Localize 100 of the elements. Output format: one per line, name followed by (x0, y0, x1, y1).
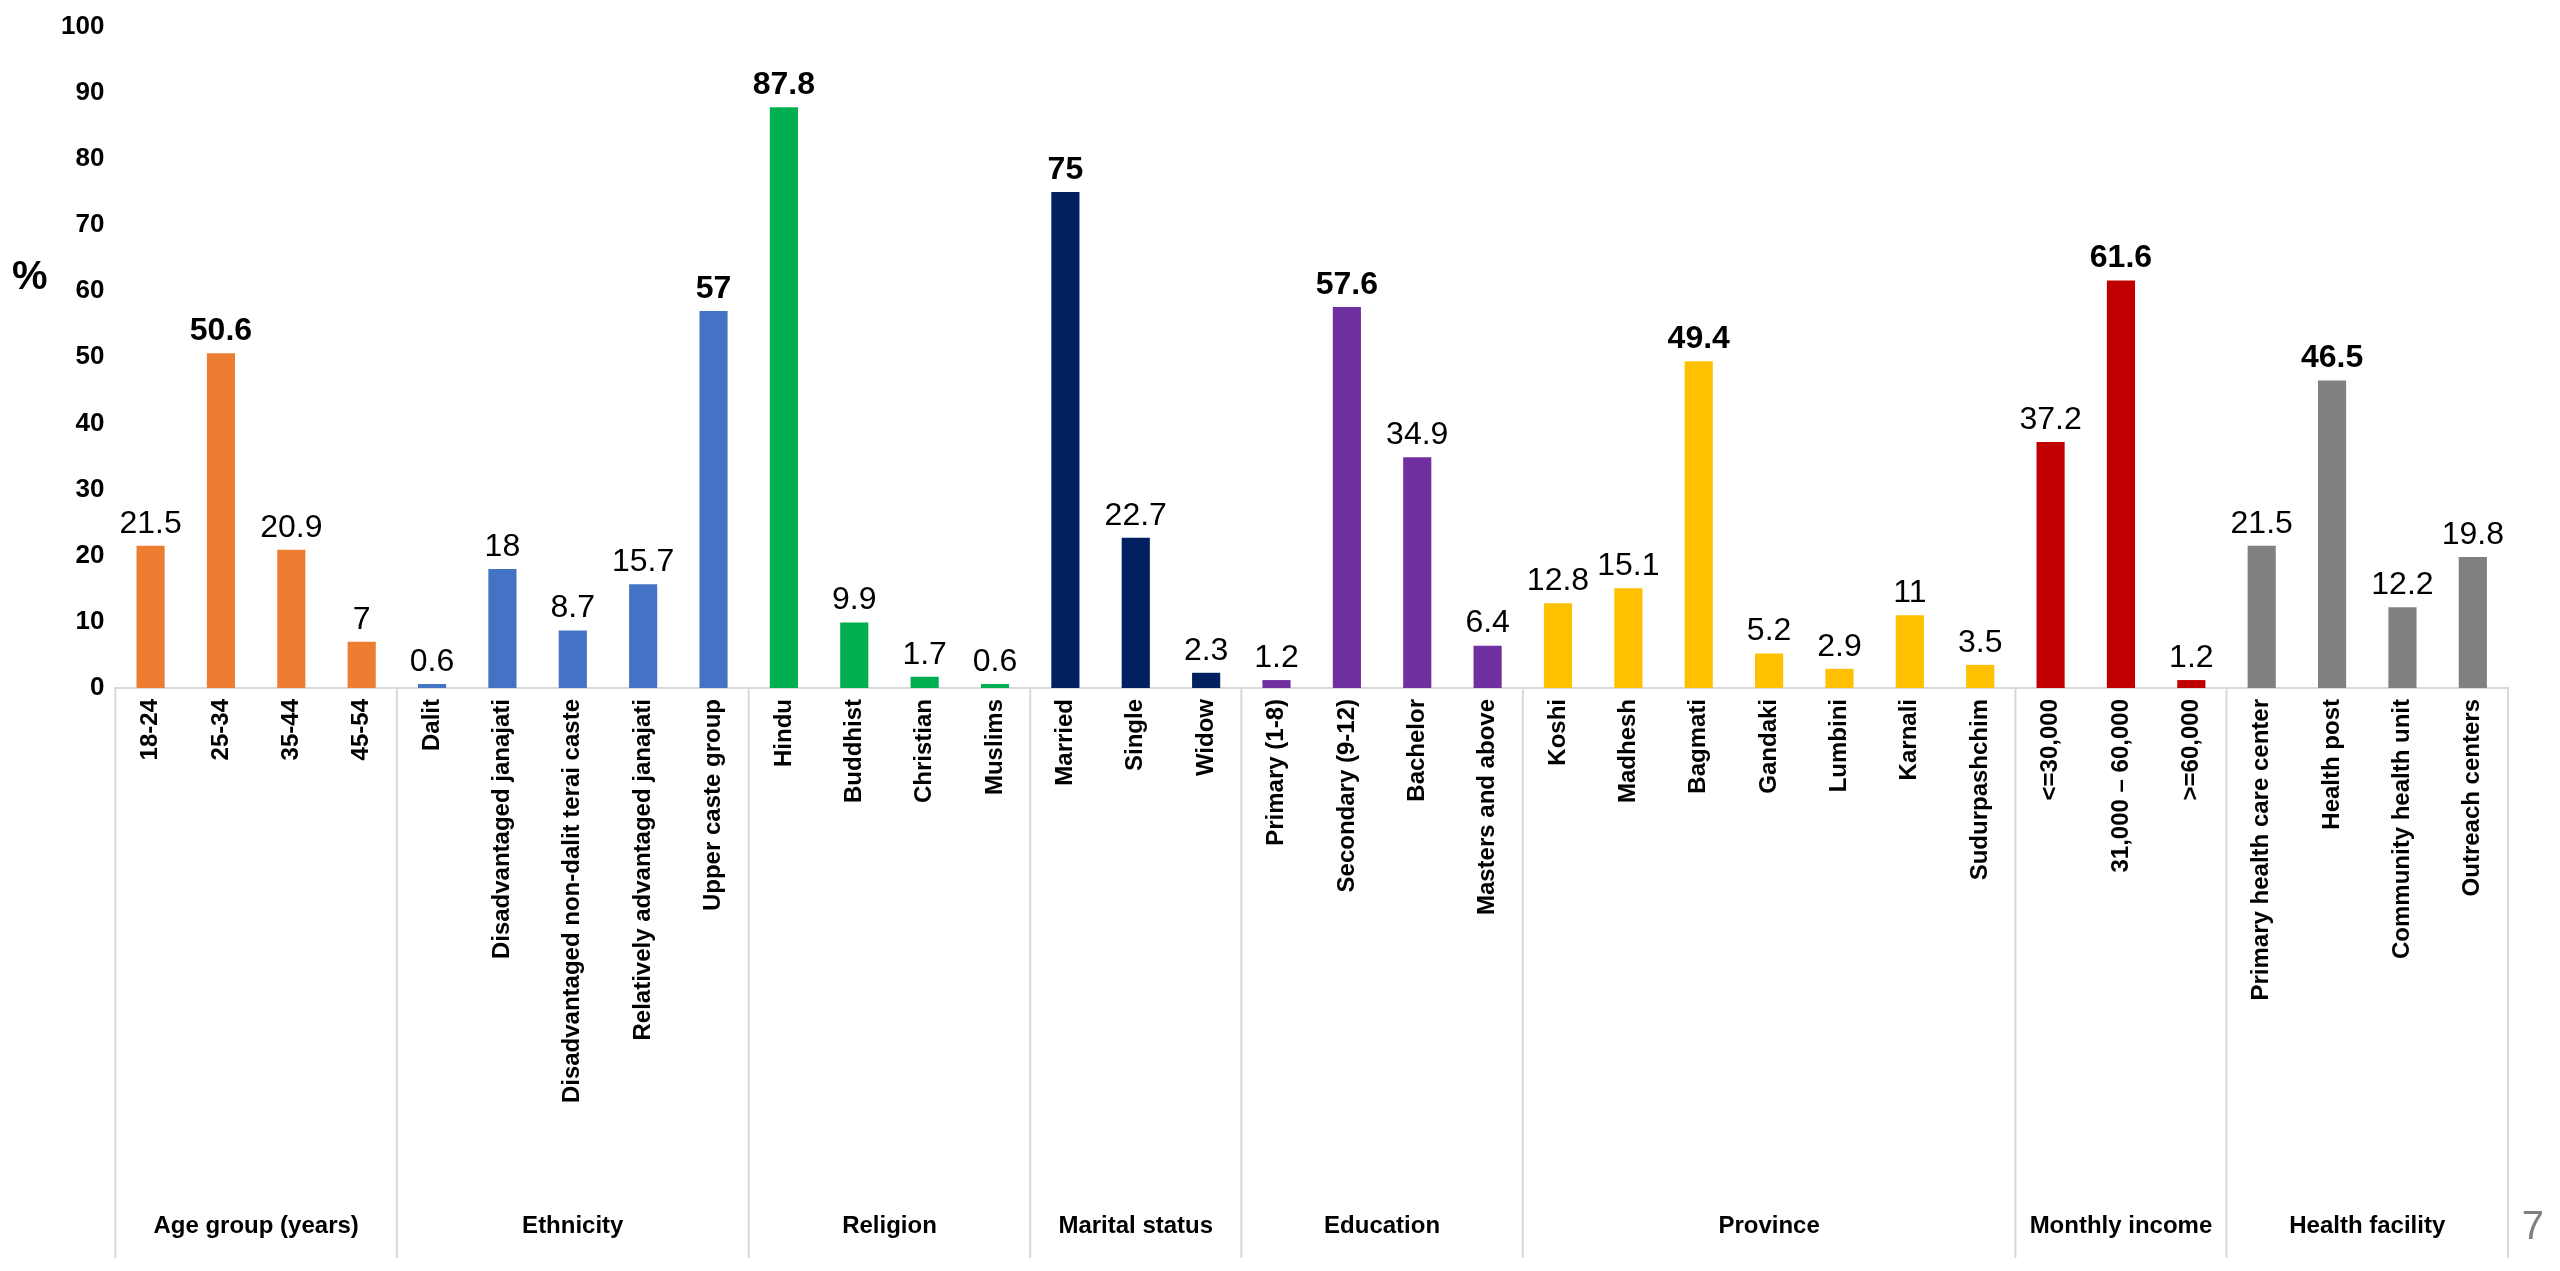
data-label: 75 (1047, 149, 1084, 186)
y-tick-label: 30 (75, 472, 105, 503)
x-tick-label: Bachelor (1401, 699, 1429, 802)
y-tick-label: 50 (75, 340, 105, 371)
text: Religion (842, 1210, 937, 1238)
data-label: 61.6 (2089, 238, 2153, 275)
bar (910, 676, 939, 688)
data-label: 34.9 (1386, 415, 1449, 451)
bar (1684, 361, 1713, 688)
x-tick-label: Primary (1-8) (1261, 699, 1289, 846)
x-tick-label: Disadvantaged non-dalit terai caste (557, 699, 585, 1104)
bar (2177, 680, 2206, 688)
bar (980, 684, 1010, 688)
data-label: 15.7 (612, 541, 675, 578)
x-tick-label: <=30,000 (2035, 699, 2063, 801)
data-label: 12.8 (1526, 561, 1590, 598)
data-label: 9.9 (832, 580, 877, 617)
data-label: 3.5 (1957, 622, 2003, 659)
data-label: 57 (695, 268, 732, 305)
data-label: 12.2 (2371, 565, 2434, 602)
y-tick-label: 0 (89, 671, 105, 702)
bar (840, 622, 869, 688)
x-tick-label: Masters and above (1472, 699, 1500, 916)
data-label: 2.3 (1183, 630, 1229, 667)
data-label: 49.4 (1667, 319, 1731, 356)
bar (206, 353, 236, 688)
data-label: 5.2 (1746, 611, 1792, 648)
x-tick-label: Buddhist (838, 699, 866, 803)
x-tick-label: Upper caste group (698, 699, 726, 912)
data-label: 18 (484, 526, 521, 563)
data-label: 15.1 (1597, 545, 1660, 582)
text: Marital status (1058, 1210, 1214, 1238)
x-tick-label: 25-34 (205, 698, 233, 761)
data-label: 1.7 (902, 634, 947, 671)
data-label: 50.6 (189, 311, 253, 348)
bar (2388, 607, 2417, 688)
x-tick-label: Christian (909, 699, 937, 804)
x-tick-label: Community health unit (2387, 699, 2415, 959)
bar (1332, 307, 1361, 688)
data-label: 22.7 (1104, 495, 1167, 532)
x-tick-label: Single (1120, 699, 1148, 772)
y-axis-title: % (12, 252, 48, 297)
bar (277, 549, 306, 688)
y-tick-label: 60 (75, 274, 105, 305)
bar (1192, 672, 1221, 688)
x-tick-label: Gandaki (1753, 699, 1781, 794)
x-tick-label: Widow (1190, 698, 1218, 777)
x-tick-label: Hindu (768, 699, 796, 767)
bar (699, 311, 728, 688)
bar (2458, 557, 2487, 688)
x-tick-label: Sudurpashchim (1964, 699, 1992, 881)
y-tick-label: 100 (60, 9, 105, 40)
x-tick-label: Primary health care center (2246, 699, 2274, 1001)
y-tick-label: 70 (75, 208, 105, 239)
data-label: 8.7 (550, 588, 596, 625)
data-label: 2.9 (1817, 626, 1862, 663)
data-label: 46.5 (2300, 338, 2364, 375)
data-label: 11 (1893, 573, 1927, 610)
text: Age group (years) (153, 1210, 359, 1238)
y-tick-label: 90 (75, 75, 105, 106)
x-tick-label: Madhesh (1612, 699, 1640, 804)
x-tick-label: Karnali (1894, 699, 1922, 781)
bar (347, 641, 376, 688)
x-tick-label: Bagmati (1683, 699, 1711, 794)
bar (2036, 441, 2065, 688)
x-tick-label: Secondary (9-12) (1331, 699, 1359, 893)
data-label: 0.6 (972, 641, 1018, 678)
bar (1262, 680, 1291, 688)
data-label: 0.6 (409, 641, 455, 678)
bar (1051, 191, 1080, 688)
y-tick-label: 80 (75, 142, 105, 173)
bar (2247, 545, 2276, 688)
data-label: 1.2 (1254, 637, 1299, 674)
data-label: 57.6 (1315, 264, 1379, 301)
x-tick-label: Relatively advantaged janajati (627, 699, 655, 1041)
bar (136, 545, 165, 688)
y-tick-label: 10 (75, 605, 105, 636)
text: Ethnicity (522, 1210, 625, 1238)
x-tick-label: 45-54 (346, 698, 374, 761)
bar (558, 630, 587, 688)
x-tick-label: 31,000 – 60,000 (2105, 699, 2133, 873)
data-label: 20.9 (260, 507, 323, 544)
x-tick-label: Disadvantaged janajati (487, 699, 515, 960)
data-label: 87.8 (752, 65, 816, 102)
bar (1403, 457, 1432, 688)
text: 7 (2521, 1203, 2544, 1248)
text: Education (1324, 1210, 1441, 1238)
text: Health facility (2289, 1210, 2446, 1238)
data-label: 6.4 (1465, 603, 1510, 640)
y-tick-label: 40 (75, 406, 105, 437)
data-label: 37.2 (2019, 399, 2082, 436)
bar (1755, 653, 1784, 688)
y-tick-label: 20 (75, 538, 105, 569)
text: Monthly income (2029, 1210, 2213, 1238)
bar (1614, 588, 1643, 688)
bar (417, 684, 447, 688)
bar (2318, 380, 2347, 688)
bar (629, 584, 658, 688)
x-tick-label: Married (1050, 699, 1078, 786)
text: Province (1718, 1210, 1820, 1238)
